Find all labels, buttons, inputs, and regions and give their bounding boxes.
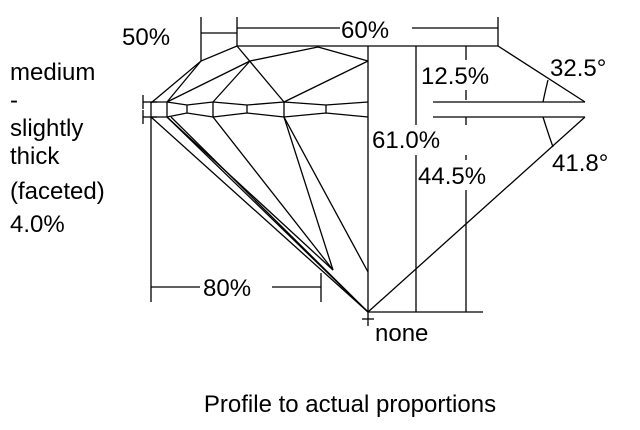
culet-label: none <box>375 320 428 347</box>
girdle-label-line: 4.0% <box>10 211 65 238</box>
girdle-label-line: (faceted) <box>10 178 105 205</box>
pavilion-angle-label: 41.8° <box>552 150 608 177</box>
lower-half-length-label: 80% <box>203 275 251 302</box>
table-percent-label: 60% <box>341 17 389 44</box>
girdle-label-line: slightly <box>10 115 83 142</box>
pavilion-depth-label: 44.5% <box>418 163 486 190</box>
girdle-label-line: medium <box>10 59 95 86</box>
girdle-label: medium - slightly thick (faceted) 4.0% <box>10 59 105 238</box>
crown-angle-label: 32.5° <box>550 55 606 82</box>
angle-arcs <box>542 79 554 148</box>
diagram-caption: Profile to actual proportions <box>204 391 496 418</box>
dimension-lines <box>142 17 499 326</box>
crown-height-label: 12.5% <box>421 63 489 90</box>
star-length-label: 50% <box>122 24 170 51</box>
total-depth-label: 61.0% <box>372 127 440 154</box>
girdle-label-line: thick <box>10 143 60 170</box>
diamond-profile <box>150 45 586 313</box>
girdle-label-line: - <box>10 87 18 114</box>
